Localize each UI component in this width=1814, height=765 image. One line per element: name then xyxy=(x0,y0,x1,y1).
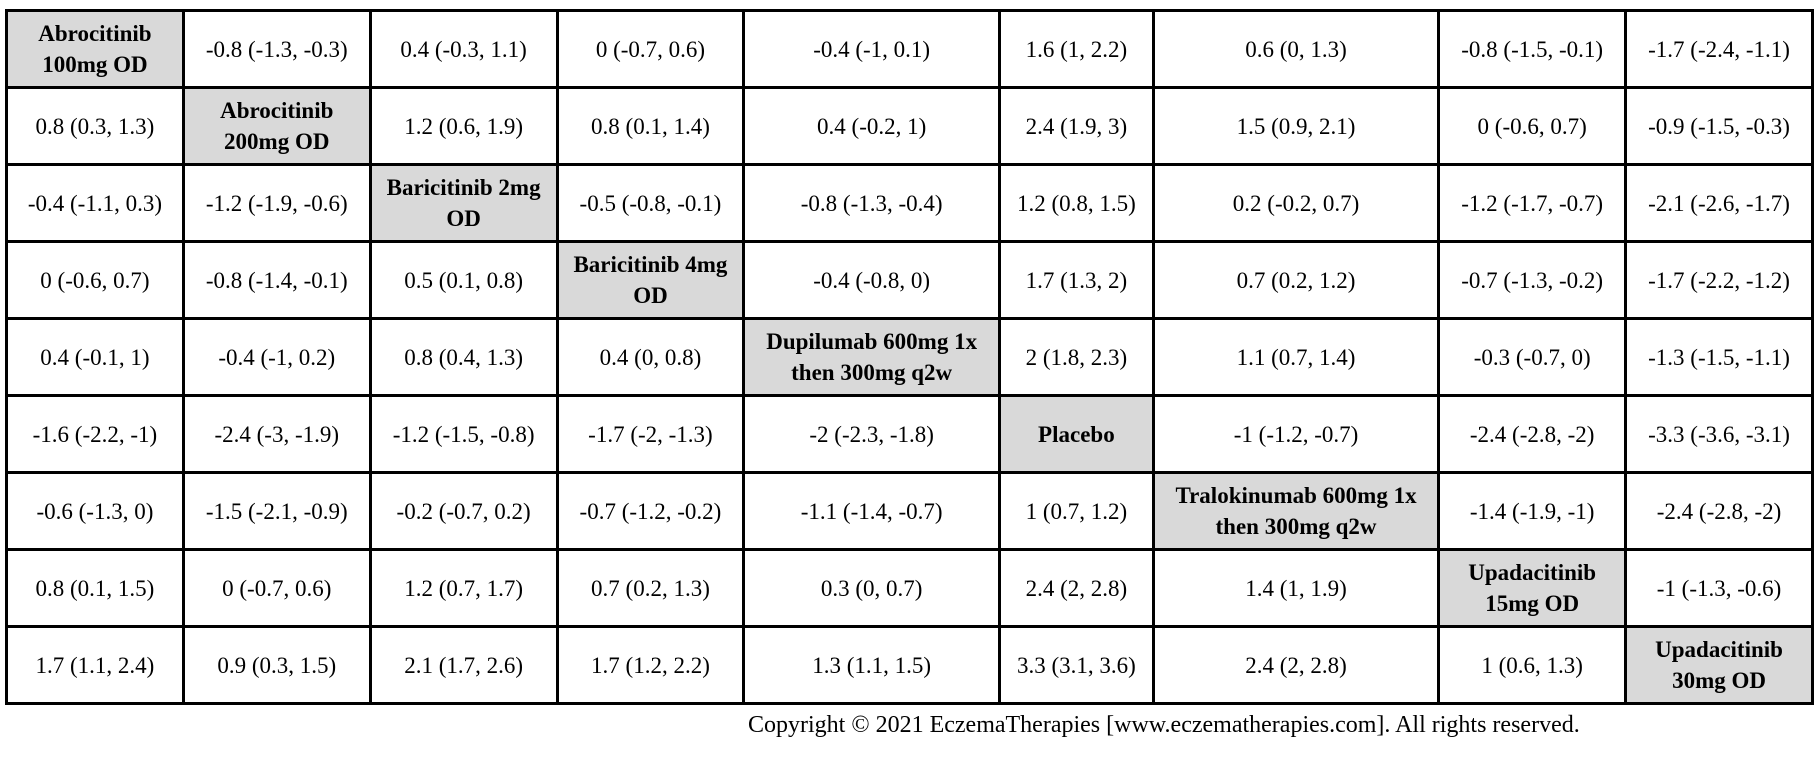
comparison-cell: 0.8 (0.3, 1.3) xyxy=(5,86,185,166)
table-row: 0.4 (-0.1, 1) -0.4 (-1, 0.2) 0.8 (0.4, 1.3… xyxy=(5,317,1814,397)
comparison-cell: -1.1 (-1.4, -0.7) xyxy=(742,471,1001,551)
table-row: -0.6 (-1.3, 0) -1.5 (-2.1, -0.9) -0.2 (-0.… xyxy=(5,471,1814,551)
comparison-cell: -2.4 (-2.8, -2) xyxy=(1624,471,1814,551)
comparison-cell: 1.7 (1.1, 2.4) xyxy=(5,625,185,705)
comparison-cell: -1 (-1.2, -0.7) xyxy=(1151,394,1441,474)
comparison-cell: -1.5 (-2.1, -0.9) xyxy=(181,471,372,551)
comparison-cell: 0.4 (-0.3, 1.1) xyxy=(368,9,559,89)
comparison-cell: 0.5 (0.1, 0.8) xyxy=(368,240,559,320)
comparison-cell: 0.8 (0.1, 1.4) xyxy=(555,86,746,166)
treatment-label-cell: Placebo xyxy=(997,394,1155,474)
comparison-cell: 0.7 (0.2, 1.2) xyxy=(1151,240,1441,320)
comparison-cell: 1.2 (0.6, 1.9) xyxy=(368,86,559,166)
treatment-label-cell: Tralokinumab 600mg 1x then 300mg q2w xyxy=(1151,471,1441,551)
comparison-cell: -2 (-2.3, -1.8) xyxy=(742,394,1001,474)
comparison-cell: 2.4 (2, 2.8) xyxy=(1151,625,1441,705)
comparison-cell: 1.7 (1.2, 2.2) xyxy=(555,625,746,705)
comparison-cell: 0.8 (0.4, 1.3) xyxy=(368,317,559,397)
comparison-cell: -1.7 (-2.4, -1.1) xyxy=(1624,9,1814,89)
comparison-cell: 0.9 (0.3, 1.5) xyxy=(181,625,372,705)
comparison-cell: 0.4 (0, 0.8) xyxy=(555,317,746,397)
comparison-cell: -0.6 (-1.3, 0) xyxy=(5,471,185,551)
comparison-cell: -2.1 (-2.6, -1.7) xyxy=(1624,163,1814,243)
league-table-body: Abrocitinib 100mg OD -0.8 (-1.3, -0.3) 0.4… xyxy=(5,9,1814,705)
comparison-cell: 3.3 (3.1, 3.6) xyxy=(997,625,1155,705)
comparison-cell: -2.4 (-2.8, -2) xyxy=(1437,394,1628,474)
comparison-cell: 0 (-0.6, 0.7) xyxy=(1437,86,1628,166)
table-row: -1.6 (-2.2, -1) -2.4 (-3, -1.9) -1.2 (-1.5… xyxy=(5,394,1814,474)
comparison-cell: 1.1 (0.7, 1.4) xyxy=(1151,317,1441,397)
comparison-cell: -1.4 (-1.9, -1) xyxy=(1437,471,1628,551)
comparison-cell: -0.8 (-1.3, -0.3) xyxy=(181,9,372,89)
comparison-cell: -1.2 (-1.5, -0.8) xyxy=(368,394,559,474)
comparison-cell: 1.7 (1.3, 2) xyxy=(997,240,1155,320)
comparison-cell: 1.3 (1.1, 1.5) xyxy=(742,625,1001,705)
comparison-cell: 1.2 (0.8, 1.5) xyxy=(997,163,1155,243)
comparison-cell: -3.3 (-3.6, -3.1) xyxy=(1624,394,1814,474)
treatment-label-cell: Upadacitinib 15mg OD xyxy=(1437,548,1628,628)
comparison-cell: -1.6 (-2.2, -1) xyxy=(5,394,185,474)
comparison-cell: -0.3 (-0.7, 0) xyxy=(1437,317,1628,397)
comparison-cell: 0 (-0.7, 0.6) xyxy=(181,548,372,628)
comparison-cell: 0.4 (-0.1, 1) xyxy=(5,317,185,397)
comparison-cell: -0.4 (-1, 0.2) xyxy=(181,317,372,397)
table-row: Abrocitinib 100mg OD -0.8 (-1.3, -0.3) 0.4… xyxy=(5,9,1814,89)
comparison-cell: -0.7 (-1.3, -0.2) xyxy=(1437,240,1628,320)
comparison-cell: 0 (-0.6, 0.7) xyxy=(5,240,185,320)
comparison-cell: -1 (-1.3, -0.6) xyxy=(1624,548,1814,628)
comparison-cell: -1.2 (-1.9, -0.6) xyxy=(181,163,372,243)
comparison-cell: 1.5 (0.9, 2.1) xyxy=(1151,86,1441,166)
copyright-notice: Copyright © 2021 EczemaTherapies [www.ec… xyxy=(748,712,1580,738)
comparison-cell: 2 (1.8, 2.3) xyxy=(997,317,1155,397)
comparison-cell: 0.4 (-0.2, 1) xyxy=(742,86,1001,166)
comparison-cell: 0.7 (0.2, 1.3) xyxy=(555,548,746,628)
comparison-cell: 0 (-0.7, 0.6) xyxy=(555,9,746,89)
comparison-cell: -1.3 (-1.5, -1.1) xyxy=(1624,317,1814,397)
table-row: 0 (-0.6, 0.7) -0.8 (-1.4, -0.1) 0.5 (0.1, … xyxy=(5,240,1814,320)
comparison-cell: -0.2 (-0.7, 0.2) xyxy=(368,471,559,551)
comparison-cell: 2.4 (1.9, 3) xyxy=(997,86,1155,166)
comparison-cell: 1.2 (0.7, 1.7) xyxy=(368,548,559,628)
comparison-cell: 2.4 (2, 2.8) xyxy=(997,548,1155,628)
comparison-cell: -2.4 (-3, -1.9) xyxy=(181,394,372,474)
treatment-label-cell: Abrocitinib 100mg OD xyxy=(5,9,185,89)
treatment-label-cell: Dupilumab 600mg 1x then 300mg q2w xyxy=(742,317,1001,397)
comparison-cell: -0.5 (-0.8, -0.1) xyxy=(555,163,746,243)
comparison-cell: -0.4 (-1, 0.1) xyxy=(742,9,1001,89)
table-row: 0.8 (0.3, 1.3) Abrocitinib 200mg OD 1.2 (0… xyxy=(5,86,1814,166)
comparison-cell: 0.8 (0.1, 1.5) xyxy=(5,548,185,628)
comparison-cell: -1.7 (-2, -1.3) xyxy=(555,394,746,474)
comparison-cell: -0.4 (-1.1, 0.3) xyxy=(5,163,185,243)
treatment-label-cell: Upadacitinib 30mg OD xyxy=(1624,625,1814,705)
comparison-cell: -1.2 (-1.7, -0.7) xyxy=(1437,163,1628,243)
comparison-cell: 1 (0.7, 1.2) xyxy=(997,471,1155,551)
comparison-cell: -1.7 (-2.2, -1.2) xyxy=(1624,240,1814,320)
treatment-label-cell: Baricitinib 2mg OD xyxy=(368,163,559,243)
table-row: -0.4 (-1.1, 0.3) -1.2 (-1.9, -0.6) Baricit… xyxy=(5,163,1814,243)
comparison-cell: -0.8 (-1.3, -0.4) xyxy=(742,163,1001,243)
comparison-cell: 1.6 (1, 2.2) xyxy=(997,9,1155,89)
comparison-cell: -0.4 (-0.8, 0) xyxy=(742,240,1001,320)
table-row: 0.8 (0.1, 1.5) 0 (-0.7, 0.6) 1.2 (0.7, 1.7… xyxy=(5,548,1814,628)
treatment-label-cell: Abrocitinib 200mg OD xyxy=(181,86,372,166)
comparison-cell: 1.4 (1, 1.9) xyxy=(1151,548,1441,628)
comparison-cell: 2.1 (1.7, 2.6) xyxy=(368,625,559,705)
comparison-cell: 0.2 (-0.2, 0.7) xyxy=(1151,163,1441,243)
league-table: Abrocitinib 100mg OD -0.8 (-1.3, -0.3) 0.4… xyxy=(5,9,1814,705)
comparison-cell: 1 (0.6, 1.3) xyxy=(1437,625,1628,705)
comparison-cell: 0.6 (0, 1.3) xyxy=(1151,9,1441,89)
table-row: 1.7 (1.1, 2.4) 0.9 (0.3, 1.5) 2.1 (1.7, 2.… xyxy=(5,625,1814,705)
comparison-cell: -0.7 (-1.2, -0.2) xyxy=(555,471,746,551)
comparison-cell: -0.9 (-1.5, -0.3) xyxy=(1624,86,1814,166)
treatment-label-cell: Baricitinib 4mg OD xyxy=(555,240,746,320)
comparison-cell: -0.8 (-1.5, -0.1) xyxy=(1437,9,1628,89)
comparison-cell: 0.3 (0, 0.7) xyxy=(742,548,1001,628)
comparison-cell: -0.8 (-1.4, -0.1) xyxy=(181,240,372,320)
